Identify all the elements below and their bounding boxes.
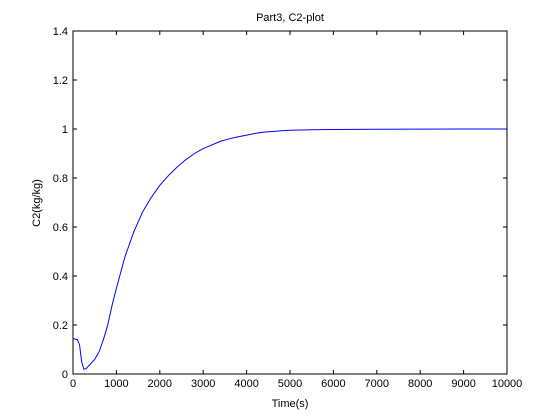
y-tick-label: 0.8 [53,173,68,185]
y-tick-label: 0.2 [53,320,68,332]
y-tick-label: 1 [62,124,68,136]
chart-title: Part3, C2-plot [256,12,324,24]
x-tick-label: 9000 [451,378,475,390]
x-tick-label: 8000 [408,378,432,390]
x-axis-ticks: 0 1000 2000 3000 4000 5000 6000 7000 8000 9000 100… [70,31,522,390]
x-axis-label: Time(s) [272,398,309,410]
x-tick-label: 3000 [191,378,215,390]
x-tick-label: 4000 [234,378,258,390]
y-tick-label: 0 [62,369,68,381]
x-tick-label: 0 [70,378,76,390]
x-tick-label: 10000 [492,378,523,390]
x-tick-label: 6000 [321,378,345,390]
y-tick-label: 1.2 [53,75,68,87]
x-tick-label: 5000 [278,378,302,390]
x-tick-label: 1000 [104,378,128,390]
y-axis-label: C2(kg/kg) [31,179,43,227]
c2-series-line [72,128,507,370]
series-layer [72,128,507,370]
x-tick-label: 2000 [148,378,172,390]
y-tick-label: 0.4 [53,271,68,283]
x-tick-label: 7000 [365,378,389,390]
plot-area [72,30,508,375]
y-tick-label: 1.4 [53,26,68,38]
y-tick-label: 0.6 [53,222,68,234]
